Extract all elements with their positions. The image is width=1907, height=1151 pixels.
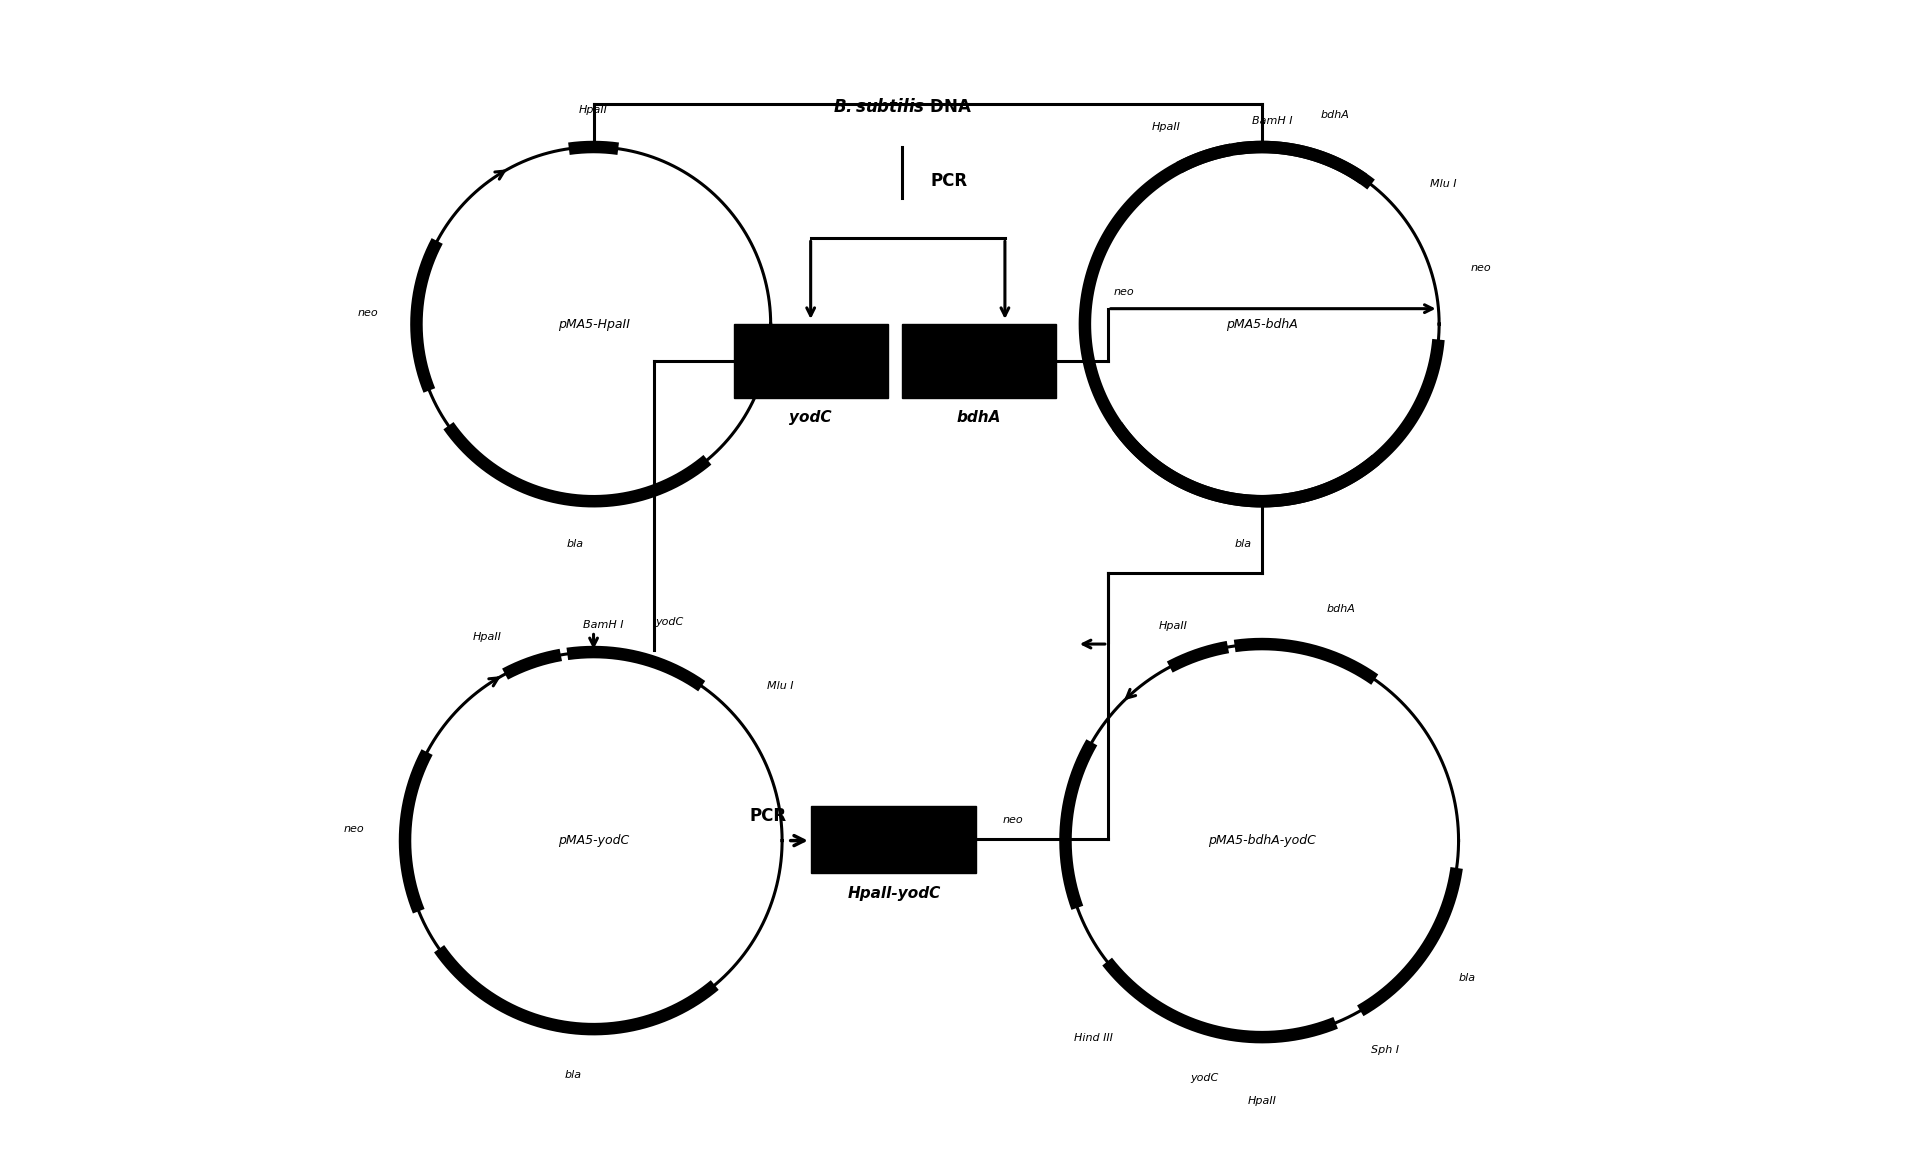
Text: Mlu I: Mlu I: [1430, 180, 1457, 189]
Text: Hpall-yodC: Hpall-yodC: [847, 886, 940, 901]
Text: yodC: yodC: [1190, 1073, 1219, 1083]
Text: neo: neo: [1470, 264, 1491, 273]
Text: bla: bla: [564, 1069, 582, 1080]
Bar: [902, 325, 1056, 398]
Text: HpaII: HpaII: [473, 632, 502, 642]
Text: bdhA: bdhA: [1327, 604, 1356, 613]
Bar: [810, 807, 976, 872]
Text: yodC: yodC: [789, 410, 831, 425]
Text: Hind III: Hind III: [1074, 1034, 1114, 1043]
Text: pMA5-HpaII: pMA5-HpaII: [557, 318, 629, 330]
Text: Sph I: Sph I: [1371, 1045, 1400, 1055]
Text: HpaII: HpaII: [580, 105, 608, 115]
Text: PCR: PCR: [749, 807, 788, 824]
Text: bla: bla: [1234, 540, 1251, 549]
Text: bla: bla: [566, 540, 584, 549]
Text: HpaII: HpaII: [1158, 620, 1188, 631]
Text: BamH I: BamH I: [584, 619, 624, 630]
Text: bdhA: bdhA: [957, 410, 1001, 425]
Text: neo: neo: [1114, 288, 1135, 297]
Text: PCR: PCR: [931, 173, 967, 190]
Text: HpaII: HpaII: [1247, 1096, 1276, 1106]
Bar: [734, 325, 889, 398]
Text: bdhA: bdhA: [1322, 109, 1350, 120]
Text: neo: neo: [357, 307, 378, 318]
Text: HpaII: HpaII: [1152, 122, 1180, 131]
Text: neo: neo: [1003, 815, 1024, 825]
Text: pMA5-bdhA: pMA5-bdhA: [1226, 318, 1299, 330]
Text: BamH I: BamH I: [1251, 116, 1293, 125]
Text: $\bfit{B.subtilis}$ $\bf{DNA}$: $\bfit{B.subtilis}$ $\bf{DNA}$: [833, 98, 973, 116]
Text: pMA5-yodC: pMA5-yodC: [559, 834, 629, 847]
Text: pMA5-bdhA-yodC: pMA5-bdhA-yodC: [1207, 834, 1316, 847]
Text: neo: neo: [343, 824, 364, 833]
Text: bla: bla: [1459, 973, 1476, 983]
Text: yodC: yodC: [654, 617, 683, 627]
Text: Mlu I: Mlu I: [767, 681, 793, 691]
